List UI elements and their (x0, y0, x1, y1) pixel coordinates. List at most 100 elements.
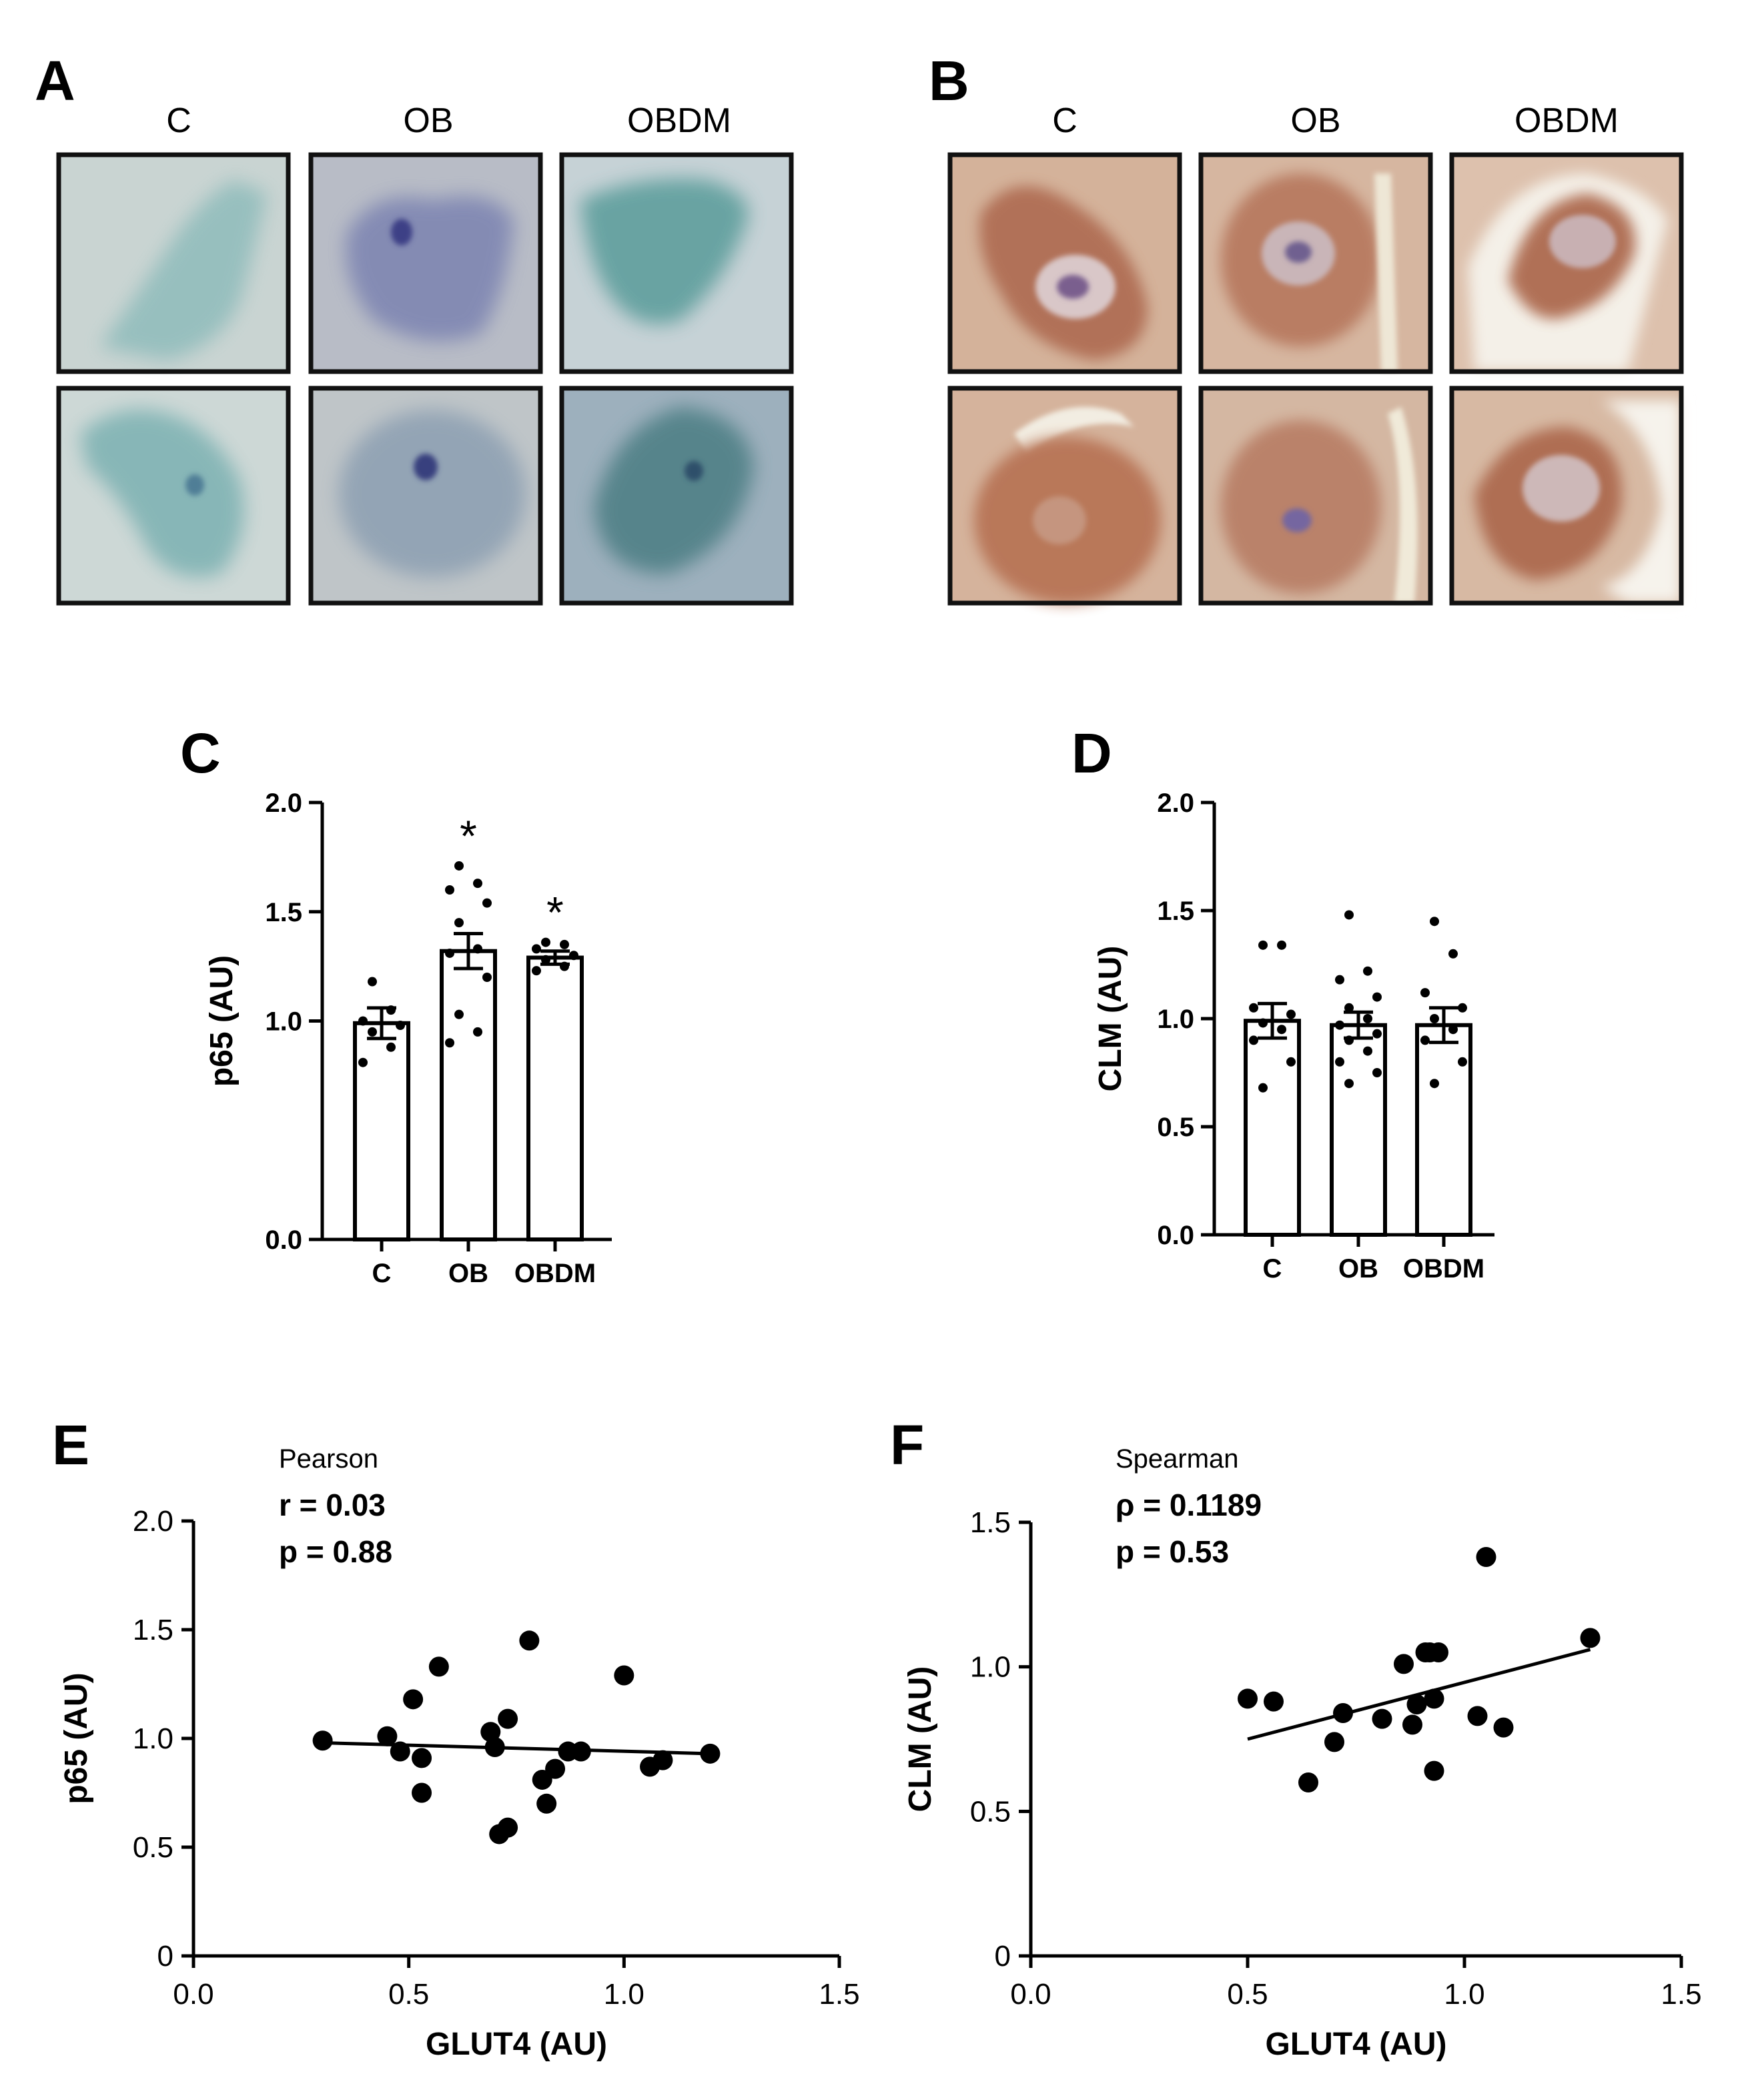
bar (526, 955, 584, 1242)
data-point (480, 1722, 501, 1742)
y-tick-label: 0.5 (133, 1831, 173, 1864)
y-tick-label: 2.0 (133, 1505, 173, 1538)
data-points (1238, 1547, 1601, 1792)
stat-p-value: p = 0.53 (1116, 1534, 1229, 1569)
axes (181, 1519, 841, 1968)
bar-chart-p65: 0.0 1.0 1.5 2.0 C OB * OBDM * p65 (AU) (204, 789, 612, 1288)
data-point (532, 944, 541, 954)
x-tick-label: C (1263, 1254, 1282, 1283)
x-tick-label: 0.0 (1010, 1978, 1051, 2011)
data-point (1428, 1642, 1448, 1662)
data-point (1249, 1035, 1258, 1045)
y-axis-label: p65 (AU) (204, 955, 240, 1087)
y-tick-label: 1.0 (1157, 1005, 1194, 1034)
regression-line (1247, 1648, 1591, 1741)
regression-line (322, 1741, 711, 1756)
data-point (1249, 1003, 1258, 1013)
bar-chart-clm: 0.0 0.5 1.0 1.5 2.0 C OB OBDM CLM (AU) (1093, 789, 1494, 1283)
regression-line (1247, 1648, 1591, 1741)
micrograph-b-c-top (947, 152, 1182, 374)
micrograph-b-obdm-top (1449, 152, 1684, 374)
data-point (1406, 1694, 1427, 1714)
data-point (1493, 1717, 1514, 1738)
x-axis-label: GLUT4 (AU) (1266, 2027, 1447, 2062)
micrograph-a-obdm-bottom (559, 386, 794, 606)
panel-label-e: E (52, 1414, 89, 1476)
x-tick-label: OBDM (1403, 1254, 1484, 1283)
x-axis-label: GLUT4 (AU) (426, 2027, 607, 2062)
data-point (412, 1748, 432, 1768)
data-point (1258, 1083, 1268, 1093)
data-point (1458, 1057, 1467, 1067)
data-point (569, 951, 578, 961)
data-point (1372, 1708, 1392, 1729)
panel-label-f: F (890, 1414, 924, 1476)
data-point (1420, 1035, 1430, 1045)
panel-label-d: D (1071, 722, 1112, 784)
data-point (1372, 992, 1382, 1002)
data-point (1372, 1029, 1382, 1039)
bars (353, 949, 584, 1242)
data-points (1249, 910, 1467, 1093)
tick-labels: 0 0.5 1.0 1.5 2.0 0.0 0.5 1.0 1.5 (133, 1505, 860, 2011)
error-bars (367, 932, 570, 1041)
bar (353, 1021, 410, 1242)
data-point (1344, 1003, 1354, 1013)
data-point (1258, 1018, 1268, 1028)
data-point (1430, 1014, 1439, 1023)
data-point (445, 948, 454, 958)
y-axis-label: p65 (AU) (59, 1672, 94, 1804)
micrograph-a-c-bottom (56, 386, 291, 606)
y-tick-label: 0.0 (265, 1225, 302, 1255)
data-point (1467, 1706, 1488, 1726)
x-tick-label: 0.5 (1227, 1978, 1268, 2011)
y-tick-label: 1.0 (133, 1722, 173, 1755)
x-tick-label: 1.0 (1444, 1978, 1484, 2011)
tick-labels: 0.0 1.0 1.5 2.0 C OB * OBDM * (265, 789, 596, 1288)
data-point (1264, 1691, 1284, 1712)
micrograph-b-c-bottom (947, 386, 1182, 606)
bar (1244, 1019, 1301, 1237)
significance-marker: * (546, 888, 564, 937)
y-axis-label: CLM (AU) (1093, 946, 1128, 1092)
data-point (1335, 1057, 1344, 1067)
data-point (1424, 1760, 1444, 1781)
data-point (545, 1758, 566, 1779)
y-tick-label: 0.5 (1157, 1113, 1194, 1142)
data-point (386, 1042, 396, 1052)
column-header-ob: OB (1290, 101, 1340, 140)
panel-label-a: A (35, 49, 75, 112)
data-point (368, 1027, 377, 1037)
data-point (541, 937, 550, 947)
data-point (1476, 1547, 1496, 1567)
x-tick-label: 1.0 (604, 1978, 644, 2011)
data-point (1258, 940, 1268, 950)
tick-labels: 0 0.5 1.0 1.5 0.0 0.5 1.0 1.5 (970, 1506, 1702, 2011)
panel-label-c: C (180, 722, 221, 784)
scatter-chart-p65-glut4: 0 0.5 1.0 1.5 2.0 0.0 0.5 1.0 1.5 GLUT4 (AU) p65… (59, 1444, 860, 2062)
data-point (1277, 1025, 1286, 1035)
data-point (1335, 975, 1344, 985)
data-point (1363, 1046, 1372, 1056)
bar (1415, 1023, 1472, 1237)
micrograph-b-ob-top (1198, 152, 1433, 374)
y-tick-label: 1.5 (133, 1614, 173, 1646)
data-point (473, 1027, 482, 1037)
error-bars (1258, 1001, 1458, 1045)
stat-p-value: p = 0.88 (279, 1534, 392, 1569)
column-header-c: C (1052, 101, 1077, 140)
y-tick-label: 2.0 (1157, 789, 1194, 818)
micrograph-b-ob-bottom (1198, 386, 1433, 606)
data-point (412, 1782, 432, 1803)
data-point (1420, 988, 1430, 998)
data-point (1424, 1688, 1444, 1709)
x-tick-label: 1.5 (1661, 1978, 1701, 2011)
data-point (368, 977, 377, 987)
data-point (1430, 917, 1439, 927)
data-point (428, 1656, 449, 1677)
column-header-obdm: OBDM (1514, 101, 1619, 140)
column-header-ob: OB (403, 101, 453, 140)
data-point (498, 1708, 518, 1729)
y-tick-label: 1.5 (1157, 897, 1194, 926)
